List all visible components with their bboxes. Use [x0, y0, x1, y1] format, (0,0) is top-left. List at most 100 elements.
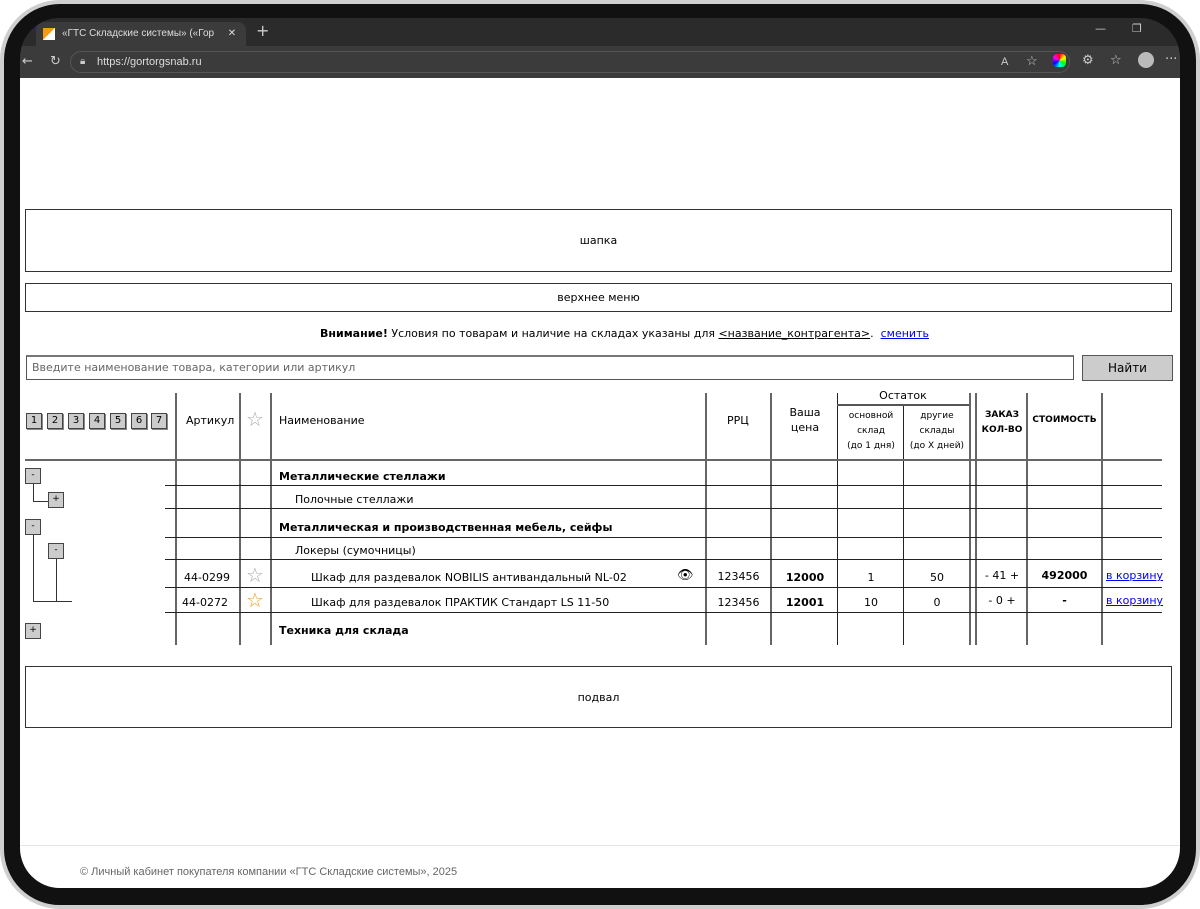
header-line: склад [857, 426, 885, 436]
close-tab-icon[interactable]: ✕ [227, 28, 237, 39]
favorite-header-star-icon: ☆ [246, 407, 264, 431]
tab-bar: «ГТС Складские системы» («Гор ✕ + — ❐ [20, 18, 1180, 46]
product-rrp: 123456 [717, 570, 760, 583]
notice: Внимание! Условия по товарам и наличие н… [320, 327, 929, 340]
divider [770, 393, 772, 645]
header-article: Артикул [186, 414, 235, 427]
address-bar[interactable]: 🔒︎ https://gortorgsnab.ru A ☆ [70, 51, 1070, 73]
subcategory-row[interactable]: Полочные стеллажи [295, 493, 414, 506]
notice-text: Условия по товарам и наличие на складах … [387, 327, 719, 340]
header-line: КОЛ-ВО [981, 425, 1023, 435]
header-label: шапка [579, 234, 618, 247]
favicon-icon [43, 28, 55, 40]
main-stock: 10 [864, 596, 878, 609]
top-menu-label: верхнее меню [557, 291, 640, 304]
tree-line [33, 484, 34, 501]
page-button-2[interactable]: 2 [47, 413, 63, 429]
browser-tab[interactable]: «ГТС Складские системы» («Гор ✕ [36, 22, 246, 46]
qty-stepper[interactable]: - 0 + [988, 594, 1016, 607]
new-tab-icon[interactable]: + [256, 21, 270, 40]
header-line: (до 1 дня) [847, 441, 895, 451]
favorites-icon[interactable]: ☆ [1110, 53, 1122, 68]
divider [975, 393, 977, 645]
change-counterparty-link[interactable]: сменить [880, 327, 929, 340]
header-line: основной [848, 411, 894, 421]
profile-avatar[interactable] [1138, 52, 1154, 68]
divider [969, 393, 971, 645]
page-button-3[interactable]: 3 [68, 413, 84, 429]
category-row[interactable]: Техника для склада [279, 624, 409, 637]
page-button-7[interactable]: 7 [151, 413, 167, 429]
read-aloud-icon[interactable]: A [1001, 56, 1009, 68]
tree-line [56, 559, 57, 601]
divider [25, 459, 1162, 461]
product-cost: - [1062, 594, 1067, 607]
footer-placeholder-label: подвал [577, 690, 620, 704]
header-other-stock: другие склады (до X дней) [904, 409, 970, 454]
eye-icon[interactable]: 👁︎ [677, 568, 694, 583]
collapse-button[interactable]: - [48, 543, 64, 559]
add-to-cart-link[interactable]: в корзину [1106, 569, 1164, 582]
category-row[interactable]: Металлические стеллажи [279, 470, 446, 483]
divider [837, 404, 969, 406]
counterparty-name: <название_контрагента> [718, 327, 871, 340]
qty-stepper[interactable]: - 41 + [984, 569, 1020, 582]
extension-icon[interactable] [1053, 54, 1066, 67]
top-menu-placeholder: верхнее меню [25, 283, 1172, 312]
favorite-star-icon[interactable]: ☆ [1026, 53, 1038, 68]
divider [239, 393, 241, 645]
back-icon[interactable]: ← [22, 54, 33, 69]
header-your-price-line: цена [790, 421, 820, 434]
divider [165, 508, 1162, 509]
search-input[interactable]: Введите наименование товара, категории и… [26, 355, 1074, 380]
lock-icon: 🔒︎ [80, 56, 86, 67]
expand-button[interactable]: + [48, 492, 64, 508]
collapse-button[interactable]: - [25, 519, 41, 535]
header-main-stock: основной склад (до 1 дня) [838, 409, 904, 454]
product-name[interactable]: Шкаф для раздевалок NOBILIS антивандальн… [311, 571, 627, 584]
search-button[interactable]: Найти [1082, 355, 1173, 381]
product-name[interactable]: Шкаф для раздевалок ПРАКТИК Стандарт LS … [311, 596, 610, 609]
page-button-6[interactable]: 6 [131, 413, 147, 429]
page-button-1[interactable]: 1 [26, 413, 42, 429]
category-row[interactable]: Металлическая и производственная мебель,… [279, 521, 613, 534]
product-price: 12000 [785, 571, 825, 584]
url-text: https://gortorgsnab.ru [97, 56, 202, 68]
notice-bold: Внимание! [320, 327, 388, 340]
subcategory-row[interactable]: Локеры (сумочницы) [295, 544, 416, 557]
main-stock: 1 [867, 571, 875, 584]
favorite-star-icon[interactable]: ☆ [246, 563, 264, 587]
header-your-price: Ваша цена [772, 405, 838, 435]
header-name: Наименование [279, 414, 365, 427]
header-rrp: РРЦ [727, 414, 749, 427]
divider [20, 845, 1180, 846]
maximize-icon[interactable]: ❐ [1132, 22, 1142, 35]
expand-button[interactable]: + [25, 623, 41, 639]
divider [837, 393, 838, 645]
divider [165, 612, 1162, 613]
favorite-star-active-icon[interactable]: ☆ [246, 588, 264, 612]
extensions-icon[interactable]: ⚙ [1082, 53, 1094, 68]
header-line: другие [920, 411, 954, 421]
other-stock: 50 [930, 571, 944, 584]
divider [175, 393, 177, 645]
page-button-4[interactable]: 4 [89, 413, 105, 429]
product-rrp: 123456 [717, 596, 760, 609]
divider [270, 393, 272, 645]
product-cost: 492000 [1041, 569, 1088, 582]
add-to-cart-link[interactable]: в корзину [1106, 594, 1164, 607]
page-button-5[interactable]: 5 [110, 413, 126, 429]
divider [1026, 393, 1028, 645]
tree-line [33, 601, 72, 602]
minimize-icon[interactable]: — [1095, 22, 1106, 35]
collapse-button[interactable]: - [25, 468, 41, 484]
header-order-qty: ЗАКАЗ КОЛ-ВО [977, 408, 1027, 438]
divider [165, 537, 1162, 538]
divider [165, 485, 1162, 486]
header-your-price-line: Ваша [789, 406, 821, 419]
tab-title: «ГТС Складские системы» («Гор [62, 28, 215, 39]
product-price: 12001 [785, 596, 825, 609]
reload-icon[interactable]: ↻ [50, 54, 61, 69]
more-icon[interactable]: ··· [1165, 52, 1178, 67]
footer-placeholder: подвал [25, 666, 1172, 728]
